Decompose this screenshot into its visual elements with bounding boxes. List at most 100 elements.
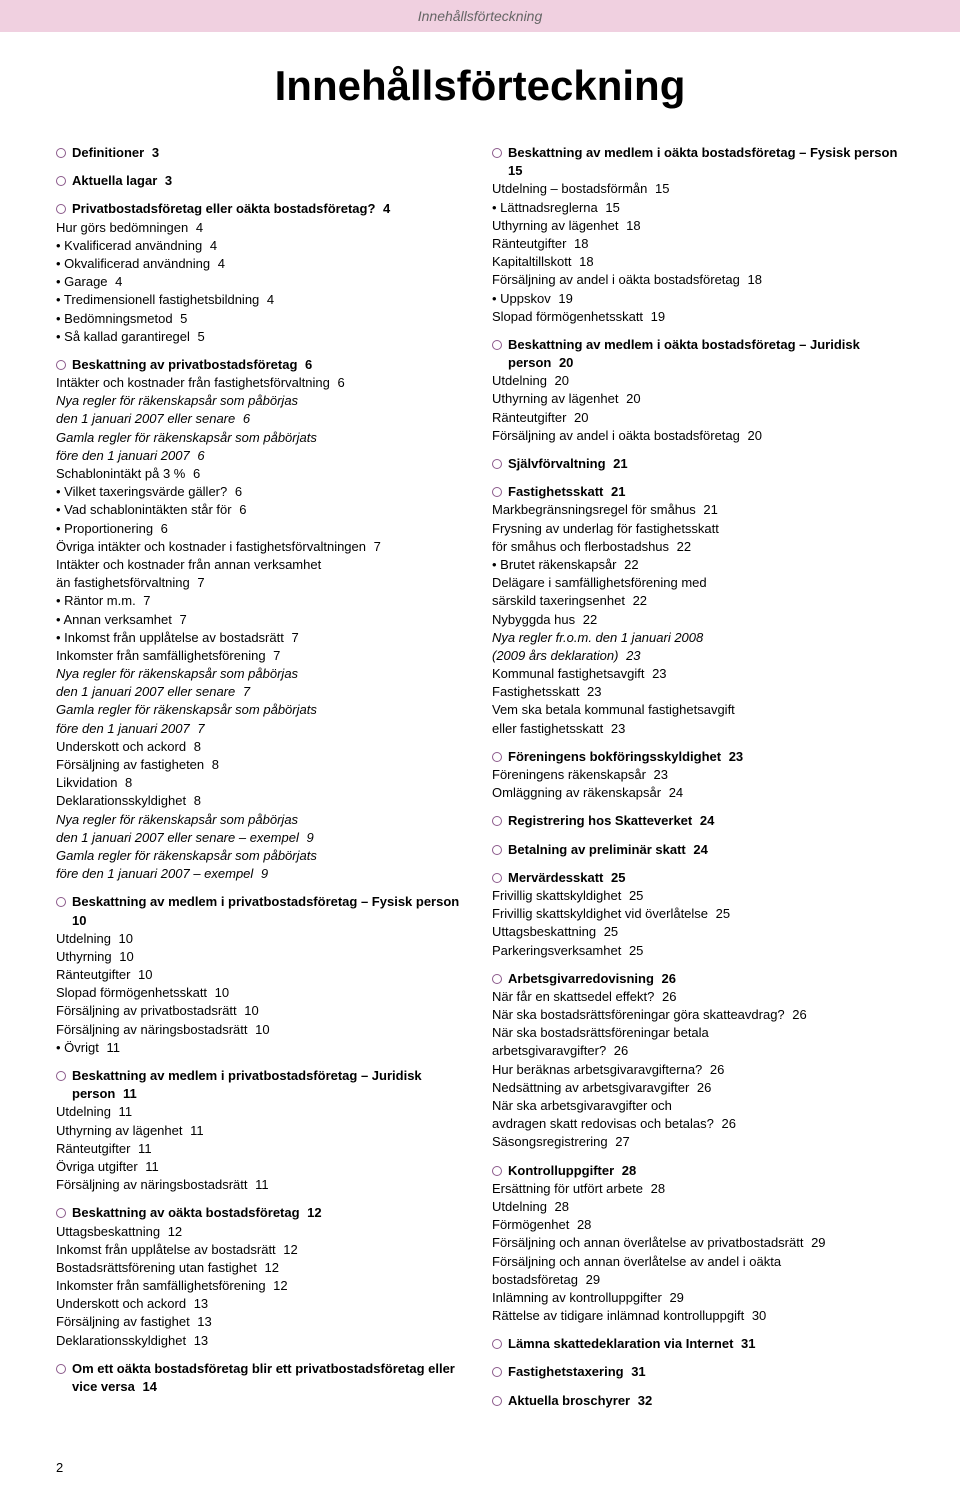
toc-line-text: • Så kallad garantiregel: [56, 329, 190, 344]
toc-page-ref: 4: [379, 201, 390, 216]
toc-page-ref: 8: [208, 757, 219, 772]
toc-section-head: Beskattning av medlem i privatbostadsför…: [56, 1067, 468, 1103]
page-number: 2: [0, 1450, 960, 1495]
toc-line-text: Inlämning av kontrolluppgifter: [492, 1290, 662, 1305]
toc-line: Kapitaltillskott 18: [492, 253, 904, 271]
toc-line-text: Bostadsrättsförening utan fastighet: [56, 1260, 257, 1275]
toc-section-head: Registrering hos Skatteverket 24: [492, 812, 904, 830]
toc-line-text: Delägare i samfällighetsförening med: [492, 575, 707, 590]
toc-line: Inkomster från samfällighetsförening 12: [56, 1277, 468, 1295]
toc-line: • Okvalificerad användning 4: [56, 255, 468, 273]
toc-page-ref: 24: [665, 785, 683, 800]
toc-head-text: Fastighetsskatt: [508, 484, 603, 499]
toc-line-text: än fastighetsförvaltning: [56, 575, 190, 590]
toc-line-text: Kommunal fastighetsavgift: [492, 666, 644, 681]
toc-line-text: Försäljning och annan överlåtelse av pri…: [492, 1235, 803, 1250]
toc-page-ref: 28: [647, 1181, 665, 1196]
toc-page-ref: 6: [157, 521, 168, 536]
toc-page-ref: 6: [239, 411, 250, 426]
toc-page-ref: 12: [270, 1278, 288, 1293]
circle-icon: [492, 873, 502, 883]
toc-line: Uttagsbeskattning 12: [56, 1223, 468, 1241]
toc-line: • Uppskov 19: [492, 290, 904, 308]
toc-line: Fastighetsskatt 23: [492, 683, 904, 701]
toc-section-head: Lämna skattedeklaration via Internet 31: [492, 1335, 904, 1353]
toc-page-ref: 7: [239, 684, 250, 699]
circle-icon: [492, 1166, 502, 1176]
toc-head-text: Aktuella broschyrer: [508, 1393, 630, 1408]
toc-line: Föreningens räkenskapsår 23: [492, 766, 904, 784]
toc-line-text: (2009 års deklaration): [492, 648, 618, 663]
toc-line-text: • Räntor m.m.: [56, 593, 136, 608]
toc-page-ref: 24: [696, 813, 714, 828]
toc-line: Deklarationsskyldighet 13: [56, 1332, 468, 1350]
toc-line: • Annan verksamhet 7: [56, 611, 468, 629]
toc-page-ref: 19: [555, 291, 573, 306]
toc-page-ref: 20: [551, 373, 569, 388]
toc-page-ref: 12: [261, 1260, 279, 1275]
toc-line-text: Nya regler fr.o.m. den 1 januari 2008: [492, 630, 703, 645]
toc-line: för småhus och flerbostadshus 22: [492, 538, 904, 556]
toc-line: än fastighetsförvaltning 7: [56, 574, 468, 592]
toc-page-ref: 10: [211, 985, 229, 1000]
toc-line: • Proportionering 6: [56, 520, 468, 538]
toc-line: Uthyrning av lägenhet 18: [492, 217, 904, 235]
toc-page-ref: 26: [658, 989, 676, 1004]
toc-line: den 1 januari 2007 eller senare 6: [56, 410, 468, 428]
toc-line-text: Hur görs bedömningen: [56, 220, 188, 235]
toc-line-text: arbetsgivaravgifter?: [492, 1043, 606, 1058]
toc-page-ref: 11: [252, 1177, 269, 1192]
toc-line-text: före den 1 januari 2007: [56, 721, 190, 736]
toc-head-text: Definitioner: [72, 145, 144, 160]
toc-line: • Bedömningsmetod 5: [56, 310, 468, 328]
toc-line-text: • Uppskov: [492, 291, 551, 306]
toc-line-text: Försäljning av fastigheten: [56, 757, 204, 772]
toc-line: Nya regler för räkenskapsår som påbörjas: [56, 811, 468, 829]
toc-column-right: Beskattning av medlem i oäkta bostadsför…: [492, 134, 904, 1410]
toc-line-text: • Vilket taxeringsvärde gäller?: [56, 484, 227, 499]
circle-icon: [492, 1396, 502, 1406]
toc-page-ref: 28: [551, 1199, 569, 1214]
toc-line-text: Slopad förmögenhetsskatt: [56, 985, 207, 1000]
toc-line: • Inkomst från upplåtelse av bostadsrätt…: [56, 629, 468, 647]
toc-line: särskild taxeringsenhet 22: [492, 592, 904, 610]
toc-line-text: särskild taxeringsenhet: [492, 593, 625, 608]
toc-line-text: Försäljning av andel i oäkta bostadsföre…: [492, 272, 740, 287]
toc-page-ref: 31: [737, 1336, 755, 1351]
toc-line-text: Kapitaltillskott: [492, 254, 571, 269]
toc-line: Frysning av underlag för fastighetsskatt: [492, 520, 904, 538]
toc-line: Inkomst från upplåtelse av bostadsrätt 1…: [56, 1241, 468, 1259]
toc-line: Kommunal fastighetsavgift 23: [492, 665, 904, 683]
toc-page-ref: 21: [700, 502, 718, 517]
toc-line: den 1 januari 2007 eller senare – exempe…: [56, 829, 468, 847]
toc-line: Utdelning 11: [56, 1103, 468, 1121]
toc-line: Uthyrning av lägenhet 20: [492, 390, 904, 408]
toc-page-ref: 25: [712, 906, 730, 921]
toc-line-text: Fastighetsskatt: [492, 684, 579, 699]
toc-section-head: Beskattning av privatbostadsföretag 6: [56, 356, 468, 374]
toc-line: Schablonintäkt på 3 % 6: [56, 465, 468, 483]
toc-page-ref: 13: [194, 1314, 212, 1329]
toc-page-ref: 6: [334, 375, 345, 390]
toc-line: Inkomster från samfällighetsförening 7: [56, 647, 468, 665]
toc-line-text: Ränteutgifter: [56, 1141, 130, 1156]
toc-section-head: Självförvaltning 21: [492, 455, 904, 473]
toc-line-text: Frivillig skattskyldighet vid överlåtels…: [492, 906, 708, 921]
toc-page-ref: 15: [508, 163, 522, 178]
toc-page-ref: 10: [116, 949, 134, 964]
toc-line: Frivillig skattskyldighet vid överlåtels…: [492, 905, 904, 923]
toc-line-text: före den 1 januari 2007 – exempel: [56, 866, 253, 881]
toc-line-text: Ränteutgifter: [492, 236, 566, 251]
toc-line-text: Intäkter och kostnader från fastighetsfö…: [56, 375, 330, 390]
toc-line: Gamla regler för räkenskapsår som påbörj…: [56, 429, 468, 447]
toc-page-ref: 25: [625, 943, 643, 958]
toc-line-text: Försäljning av fastighet: [56, 1314, 190, 1329]
toc-line: Försäljning av näringsbostadsrätt 10: [56, 1021, 468, 1039]
toc-page-ref: 4: [214, 256, 225, 271]
toc-line-text: • Övrigt: [56, 1040, 99, 1055]
toc-line: Ersättning för utfört arbete 28: [492, 1180, 904, 1198]
toc-line: Uthyrning 10: [56, 948, 468, 966]
toc-line: Intäkter och kostnader från annan verksa…: [56, 556, 468, 574]
toc-line-text: • Garage: [56, 274, 108, 289]
toc-page-ref: 20: [744, 428, 762, 443]
